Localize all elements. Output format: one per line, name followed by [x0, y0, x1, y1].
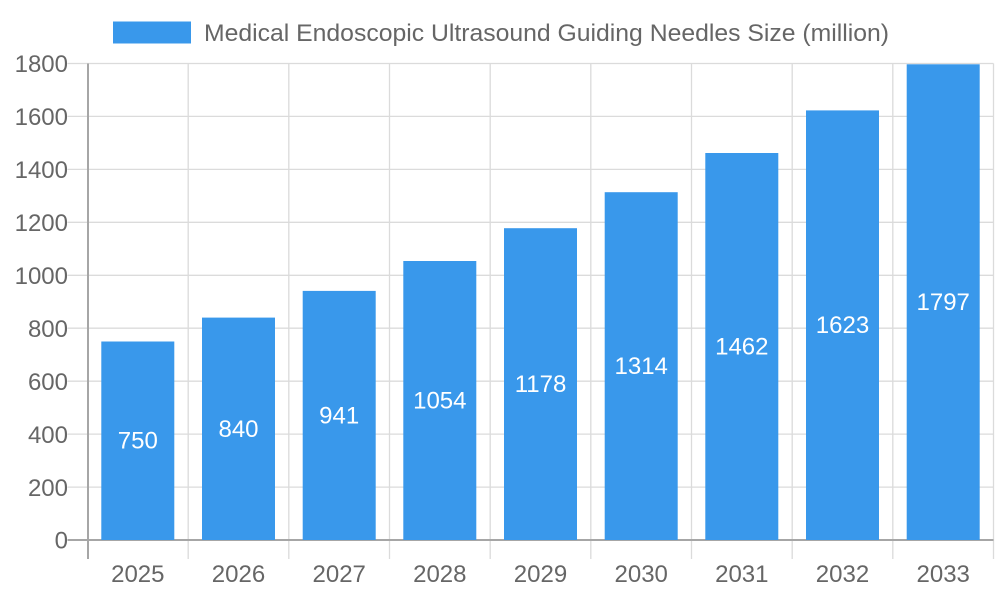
svg-text:1623: 1623	[816, 312, 869, 339]
svg-text:200: 200	[28, 475, 68, 502]
svg-text:1314: 1314	[615, 353, 668, 380]
svg-text:2029: 2029	[514, 561, 567, 588]
svg-text:840: 840	[218, 416, 258, 443]
svg-text:750: 750	[118, 428, 158, 455]
svg-text:1200: 1200	[15, 210, 68, 237]
svg-text:600: 600	[28, 369, 68, 396]
svg-text:1797: 1797	[917, 289, 970, 316]
svg-text:2026: 2026	[212, 561, 265, 588]
svg-text:1462: 1462	[715, 334, 768, 361]
svg-text:1000: 1000	[15, 263, 68, 290]
svg-text:2031: 2031	[715, 561, 768, 588]
svg-text:2030: 2030	[615, 561, 668, 588]
svg-text:2033: 2033	[917, 561, 970, 588]
svg-text:2028: 2028	[413, 561, 466, 588]
svg-text:1600: 1600	[15, 104, 68, 131]
svg-text:1400: 1400	[15, 157, 68, 184]
svg-text:400: 400	[28, 422, 68, 449]
svg-text:2032: 2032	[816, 561, 869, 588]
svg-text:800: 800	[28, 316, 68, 343]
svg-text:2025: 2025	[111, 561, 164, 588]
svg-text:Medical Endoscopic Ultrasound: Medical Endoscopic Ultrasound Guiding Ne…	[204, 20, 889, 47]
svg-text:1800: 1800	[15, 51, 68, 78]
svg-text:1178: 1178	[515, 371, 567, 398]
svg-text:941: 941	[319, 402, 359, 429]
svg-text:0: 0	[55, 528, 68, 555]
svg-text:2027: 2027	[313, 561, 366, 588]
svg-text:1054: 1054	[413, 388, 466, 415]
